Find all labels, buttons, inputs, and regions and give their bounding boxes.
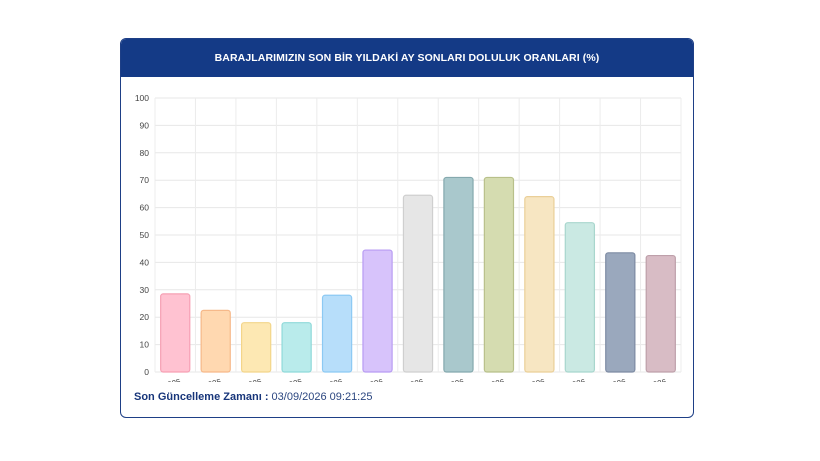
- y-tick-label: 0: [144, 367, 149, 377]
- bar[interactable]: [483, 176, 515, 373]
- last-update: Son Güncelleme Zamanı : 03/09/2026 09:21…: [134, 391, 372, 403]
- y-tick-label: 90: [140, 120, 150, 130]
- y-tick-label: 60: [140, 203, 150, 213]
- bar[interactable]: [605, 252, 636, 373]
- last-update-label: Son Güncelleme Zamanı :: [134, 391, 269, 403]
- chart-title: BARAJLARIMIZIN SON BİR YILDAKİ AY SONLAR…: [121, 39, 693, 77]
- x-tick-label: 28.02.2026: [343, 377, 385, 382]
- bar[interactable]: [200, 309, 231, 373]
- bar[interactable]: [160, 293, 191, 373]
- x-tick-label: 30.04.2026: [424, 377, 466, 382]
- y-tick-label: 20: [140, 312, 150, 322]
- last-update-value: 03/09/2026 09:21:25: [271, 391, 373, 403]
- x-tick-label: 31.03.2026: [383, 377, 425, 382]
- bar[interactable]: [443, 176, 474, 373]
- y-tick-label: 50: [140, 230, 150, 240]
- x-tick-label: 31.05.2026: [464, 377, 506, 382]
- bar[interactable]: [281, 322, 312, 373]
- bar[interactable]: [524, 196, 555, 373]
- bar[interactable]: [564, 222, 596, 373]
- bar[interactable]: [321, 294, 353, 373]
- bar[interactable]: [362, 249, 393, 373]
- y-tick-label: 100: [135, 93, 149, 103]
- x-tick-label: 03.09.2026: [626, 377, 668, 382]
- y-tick-label: 10: [140, 340, 150, 350]
- y-tick-label: 30: [140, 285, 150, 295]
- y-tick-label: 70: [140, 175, 150, 185]
- bar-chart: 0 10 20 30 40 50 60 70 80 90 100 30.09.202531.10.20…: [135, 93, 682, 382]
- bar[interactable]: [645, 254, 676, 373]
- x-tick-label: 31.07.2026: [545, 377, 587, 382]
- bar[interactable]: [240, 322, 272, 373]
- x-tick-label: 30.09.2025: [141, 377, 183, 382]
- x-tick-label: 30.06.2026: [505, 377, 547, 382]
- x-tick-label: 30.11.2025: [222, 377, 263, 382]
- x-tick-label: 31.01.2026: [303, 377, 345, 382]
- y-tick-label: 40: [140, 257, 150, 267]
- x-tick-label: 31.12.2025: [262, 377, 304, 382]
- y-tick-label: 80: [140, 148, 150, 158]
- x-tick-label: 31.10.2025: [181, 377, 223, 382]
- bar[interactable]: [402, 194, 434, 373]
- x-tick-label: 31.08.2026: [586, 377, 628, 382]
- chart-card: BARAJLARIMIZIN SON BİR YILDAKİ AY SONLAR…: [120, 38, 694, 418]
